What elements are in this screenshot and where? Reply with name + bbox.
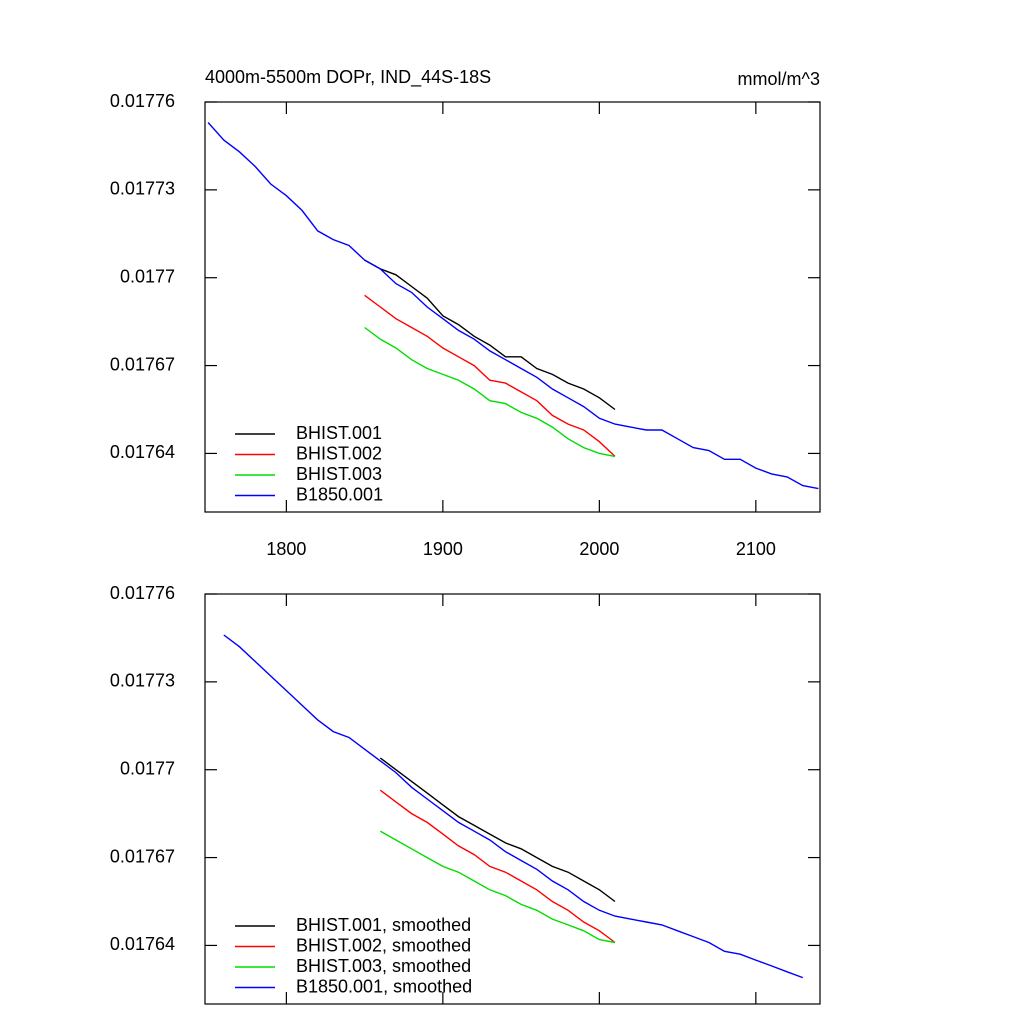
legend-label: BHIST.002 [296, 443, 382, 463]
series-line [223, 634, 804, 979]
y-tick-label: 0.01773 [110, 179, 175, 199]
series-line [379, 757, 616, 903]
series-line [207, 122, 819, 490]
legend-label: BHIST.002, smoothed [296, 935, 471, 955]
y-tick-label: 0.01776 [110, 583, 175, 603]
series-line [379, 830, 616, 944]
y-tick-label: 0.01767 [110, 354, 175, 374]
y-tick-label: 0.01764 [110, 934, 175, 954]
plot-frame [204, 593, 821, 1005]
y-tick-label: 0.01764 [110, 442, 175, 462]
y-tick-label: 0.0177 [120, 266, 175, 286]
x-tick-label: 2000 [579, 539, 619, 559]
units-label: mmol/m^3 [738, 69, 820, 89]
x-tick-label: 1900 [423, 539, 463, 559]
series-line [379, 789, 616, 944]
series-line [364, 326, 616, 458]
series-line [364, 259, 616, 411]
plot-frame [204, 101, 821, 513]
y-tick-label: 0.01773 [110, 671, 175, 691]
y-tick-label: 0.0177 [120, 758, 175, 778]
legend-label: B1850.001 [296, 484, 383, 504]
y-tick-label: 0.01776 [110, 91, 175, 111]
legend-label: BHIST.001 [296, 423, 382, 443]
legend-label: BHIST.001, smoothed [296, 915, 471, 935]
legend-label: BHIST.003 [296, 464, 382, 484]
series-line [364, 294, 616, 457]
x-tick-label: 2100 [736, 539, 776, 559]
chart-title: 4000m-5500m DOPr, IND_44S-18S [205, 67, 491, 88]
x-tick-label: 1800 [266, 539, 306, 559]
legend-label: BHIST.003, smoothed [296, 956, 471, 976]
legend-label: B1850.001, smoothed [296, 976, 472, 996]
y-tick-label: 0.01767 [110, 846, 175, 866]
